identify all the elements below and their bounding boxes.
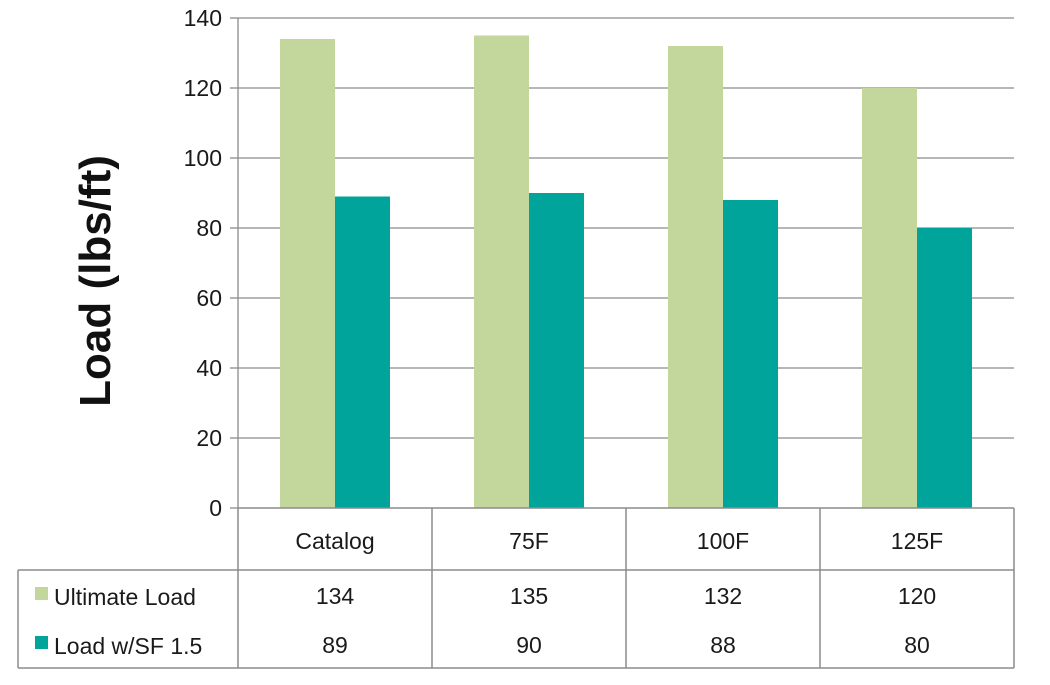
bar-load-w-sf-1-5-catalog xyxy=(335,196,390,508)
legend-label: Load w/SF 1.5 xyxy=(54,633,202,659)
y-tick-label: 140 xyxy=(184,5,222,31)
y-tick-label: 60 xyxy=(196,285,222,311)
bar-load-w-sf-1-5-100f xyxy=(723,200,778,508)
bars xyxy=(280,35,972,508)
legend-swatch xyxy=(35,587,48,600)
category-label: 75F xyxy=(509,528,549,554)
bar-load-w-sf-1-5-75f xyxy=(529,193,584,508)
y-tick-label: 120 xyxy=(184,75,222,101)
y-tick-label: 100 xyxy=(184,145,222,171)
data-table: Catalog 75F 100F 125F Ultimate Load 134 135 132… xyxy=(17,507,1015,669)
category-label: Catalog xyxy=(295,528,374,554)
bar-ultimate-load-125f xyxy=(862,88,917,508)
category-label: 100F xyxy=(697,528,749,554)
table-cell-value: 132 xyxy=(704,583,742,609)
legend-label: Ultimate Load xyxy=(54,584,196,610)
y-tick-label: 80 xyxy=(196,215,222,241)
bar-load-w-sf-1-5-125f xyxy=(917,228,972,508)
table-cell-value: 88 xyxy=(710,632,736,658)
y-tick-label: 0 xyxy=(209,495,222,521)
table-cell-value: 120 xyxy=(898,583,936,609)
table-cell-value: 89 xyxy=(322,632,348,658)
table-cell-value: 90 xyxy=(516,632,542,658)
y-axis-title: Load (lbs/ft) xyxy=(71,155,120,407)
category-label: 125F xyxy=(891,528,943,554)
table-cell-value: 80 xyxy=(904,632,930,658)
table-cell-value: 135 xyxy=(510,583,548,609)
y-tick-label: 40 xyxy=(196,355,222,381)
axes: 0 20 40 60 80 100 120 140 xyxy=(184,5,239,521)
table-cell-value: 134 xyxy=(316,583,355,609)
bar-ultimate-load-75f xyxy=(474,35,529,508)
bar-ultimate-load-catalog xyxy=(280,39,335,508)
y-tick-label: 20 xyxy=(196,425,222,451)
legend-swatch xyxy=(35,636,48,649)
bar-ultimate-load-100f xyxy=(668,46,723,508)
